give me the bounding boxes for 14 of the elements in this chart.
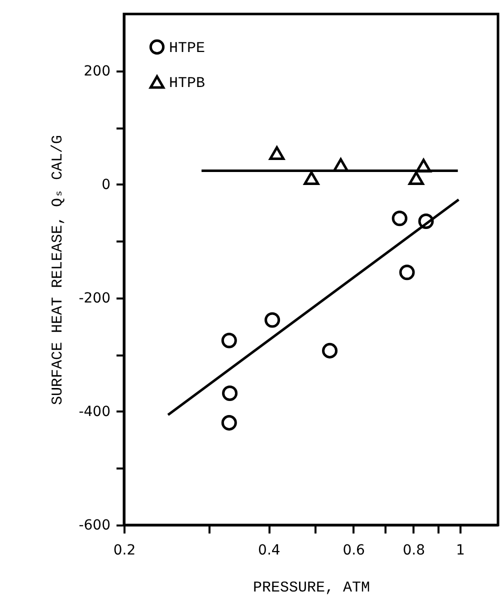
y-tick-label: -600 (78, 518, 110, 534)
y-tick-label: 200 (84, 63, 110, 80)
x-axis-title: PRESSURE, ATM (252, 580, 370, 596)
y-tick-label: -400 (78, 404, 110, 420)
x-tick-label: 0.4 (258, 542, 280, 558)
x-tick-label: 0.6 (342, 542, 366, 558)
x-tick-label: 0.2 (113, 542, 136, 558)
x-tick-label: 1 (456, 542, 465, 558)
y-axis-title: SURFACE HEAT RELEASE, Qₛ CAL/G (50, 134, 67, 406)
legend-label: HTPB (169, 75, 206, 92)
y-tick-label: -200 (78, 290, 110, 306)
legend-label: HTPE (169, 40, 206, 57)
y-tick-label: 0 (102, 176, 110, 193)
x-tick-label: 0.8 (402, 542, 425, 558)
